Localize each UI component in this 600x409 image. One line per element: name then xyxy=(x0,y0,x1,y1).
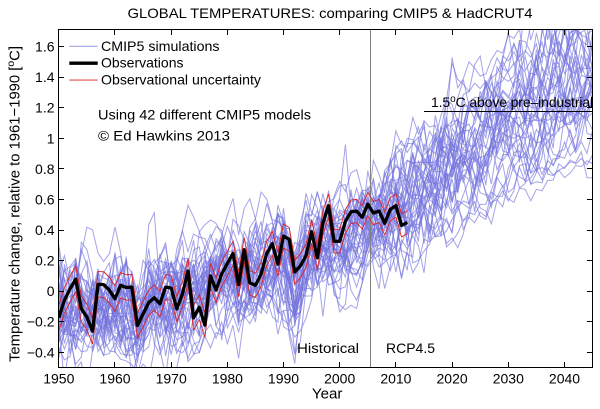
svg-text:0.2: 0.2 xyxy=(35,253,55,269)
svg-text:0.6: 0.6 xyxy=(35,191,55,207)
svg-text:© Ed Hawkins 2013: © Ed Hawkins 2013 xyxy=(98,127,230,143)
svg-text:0.4: 0.4 xyxy=(35,222,55,238)
svg-text:1.5oC above pre–industrial: 1.5oC above pre–industrial xyxy=(431,94,593,110)
svg-text:Year: Year xyxy=(312,385,343,402)
svg-text:Observational uncertainty: Observational uncertainty xyxy=(101,72,261,88)
svg-text:RCP4.5: RCP4.5 xyxy=(386,340,435,356)
svg-text:2020: 2020 xyxy=(437,371,468,387)
svg-text:1960: 1960 xyxy=(99,371,130,387)
svg-text:2030: 2030 xyxy=(493,371,524,387)
svg-text:−0.4: −0.4 xyxy=(27,344,55,360)
svg-text:0: 0 xyxy=(47,283,55,299)
svg-text:2000: 2000 xyxy=(324,371,355,387)
svg-text:Historical: Historical xyxy=(297,340,359,356)
svg-text:1.4: 1.4 xyxy=(35,69,55,85)
svg-text:0.8: 0.8 xyxy=(35,161,55,177)
svg-text:1: 1 xyxy=(47,130,55,146)
svg-text:GLOBAL TEMPERATURES: comparing: GLOBAL TEMPERATURES: comparing CMIP5 & H… xyxy=(128,5,533,21)
svg-text:2040: 2040 xyxy=(549,371,580,387)
svg-text:1980: 1980 xyxy=(212,371,243,387)
svg-text:Using 42 different CMIP5 model: Using 42 different CMIP5 models xyxy=(98,107,311,123)
svg-text:1950: 1950 xyxy=(43,371,74,387)
svg-text:Observations: Observations xyxy=(101,55,184,71)
svg-text:1990: 1990 xyxy=(268,371,299,387)
svg-text:1.6: 1.6 xyxy=(35,39,55,55)
svg-text:1.2: 1.2 xyxy=(35,100,55,116)
svg-text:CMIP5 simulations: CMIP5 simulations xyxy=(101,38,220,54)
svg-text:1970: 1970 xyxy=(156,371,187,387)
svg-text:−0.2: −0.2 xyxy=(27,314,55,330)
svg-text:Temperature change, relative t: Temperature change, relative to 1961−199… xyxy=(5,46,24,362)
svg-text:2010: 2010 xyxy=(380,371,411,387)
